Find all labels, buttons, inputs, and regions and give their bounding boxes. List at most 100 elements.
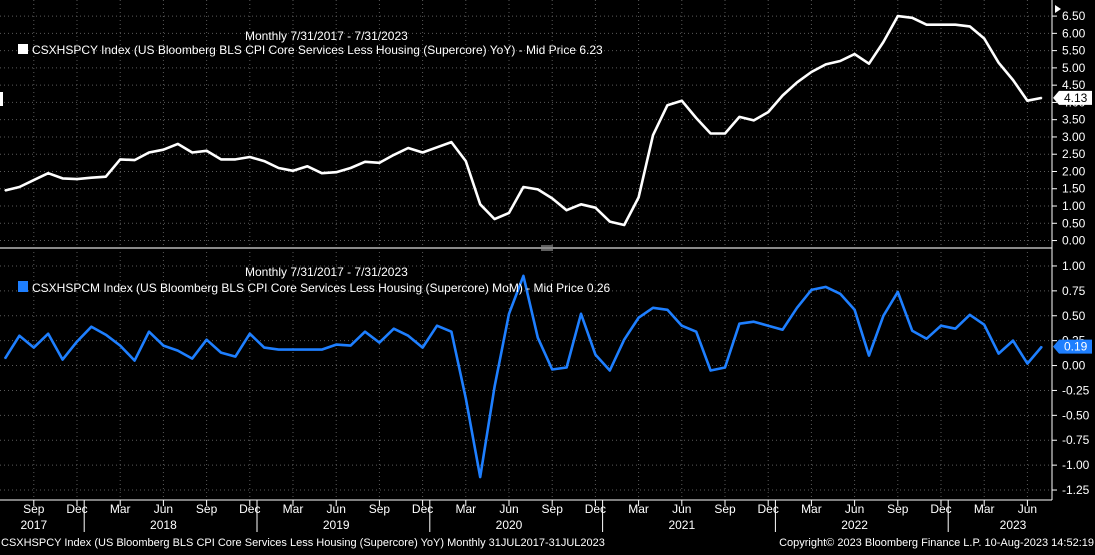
data-point xyxy=(350,345,352,347)
x-tick-label: Mar xyxy=(628,502,649,516)
data-point xyxy=(335,344,337,346)
last-value-label-2: 0.19 xyxy=(1064,340,1088,354)
x-year-label: 2020 xyxy=(496,518,523,532)
data-point xyxy=(148,151,150,154)
divider-handle[interactable] xyxy=(541,245,553,251)
data-point xyxy=(494,218,496,220)
x-tick-label: Mar xyxy=(455,502,476,516)
data-point xyxy=(378,162,380,164)
data-point xyxy=(738,323,741,325)
data-point xyxy=(638,196,640,198)
data-point xyxy=(522,275,525,277)
y-tick-label: -0.25 xyxy=(1062,383,1090,397)
x-tick-label: Dec xyxy=(239,502,260,516)
data-point xyxy=(393,154,395,156)
data-point xyxy=(62,177,64,179)
data-point xyxy=(551,197,553,200)
data-point xyxy=(566,209,568,211)
data-point xyxy=(148,331,150,333)
data-point xyxy=(926,24,928,26)
data-point xyxy=(882,315,885,317)
data-point xyxy=(18,186,20,188)
data-point xyxy=(983,37,985,40)
data-point xyxy=(969,314,971,316)
data-point xyxy=(1026,362,1028,365)
data-point xyxy=(681,325,683,327)
data-point xyxy=(566,366,568,369)
x-year-label: 2023 xyxy=(1000,518,1027,532)
data-point xyxy=(177,350,179,352)
x-tick-label: Jun xyxy=(154,502,173,516)
data-point xyxy=(897,15,899,17)
x-year-label: 2018 xyxy=(150,518,177,532)
data-point xyxy=(1012,340,1014,342)
data-point xyxy=(249,156,251,158)
data-point xyxy=(998,352,1000,355)
legend-swatch-csxhspcm xyxy=(18,281,28,292)
data-point xyxy=(666,104,669,106)
data-point xyxy=(623,224,625,226)
data-point xyxy=(868,354,870,357)
data-point xyxy=(407,147,409,149)
data-point xyxy=(810,289,813,291)
data-point xyxy=(206,150,208,152)
data-point xyxy=(364,161,366,163)
data-point xyxy=(796,307,798,309)
data-point xyxy=(119,158,121,160)
data-point xyxy=(1041,97,1043,99)
data-point xyxy=(378,342,380,344)
data-point xyxy=(839,293,841,295)
y-tick-label: 0.00 xyxy=(1062,234,1086,248)
y-tick-label: -1.25 xyxy=(1062,483,1090,497)
y-tick-label: 2.00 xyxy=(1062,164,1086,178)
legend-label-csxhspcy: CSXHSPCY Index (US Bloomberg BLS CPI Cor… xyxy=(32,43,603,57)
x-tick-label: Dec xyxy=(585,502,606,516)
panel-1-header: Monthly 7/31/2017 - 7/31/2023 xyxy=(245,29,408,43)
data-point xyxy=(753,321,755,323)
data-point xyxy=(782,94,784,97)
data-point xyxy=(76,178,78,180)
data-point xyxy=(983,324,985,326)
data-point xyxy=(292,349,294,351)
x-tick-label: Jun xyxy=(845,502,864,516)
data-point xyxy=(119,345,121,347)
data-point xyxy=(954,328,957,330)
data-point xyxy=(105,176,107,178)
legend-label-csxhspcm: CSXHSPCM Index (US Bloomberg BLS CPI Cor… xyxy=(32,281,611,295)
data-point xyxy=(710,369,712,372)
data-point xyxy=(969,25,971,28)
data-point xyxy=(4,189,6,192)
x-tick-label: Dec xyxy=(66,502,87,516)
x-tick-label: Jun xyxy=(499,502,518,516)
data-point xyxy=(191,357,193,360)
data-point xyxy=(623,339,625,341)
x-year-label: 2022 xyxy=(841,518,868,532)
footer-left: CSXHSPCY Index (US Bloomberg BLS CPI Cor… xyxy=(1,537,605,549)
data-point xyxy=(306,165,308,167)
data-point xyxy=(940,24,942,26)
data-point xyxy=(1012,79,1014,81)
data-point xyxy=(522,186,525,188)
data-point xyxy=(666,309,669,311)
x-tick-label: Sep xyxy=(23,502,45,516)
data-point xyxy=(134,359,136,362)
x-tick-label: Jun xyxy=(672,502,691,516)
x-tick-label: Sep xyxy=(542,502,564,516)
y-tick-label: 3.00 xyxy=(1062,130,1086,144)
data-point xyxy=(998,62,1000,64)
panel-1-points xyxy=(4,15,1043,226)
y-tick-label: 0.50 xyxy=(1062,216,1086,230)
data-point xyxy=(537,188,539,191)
data-point xyxy=(105,334,107,336)
y-tick-label: -1.00 xyxy=(1062,458,1090,472)
x-axis-ticks: Sep Dec Mar Jun Sep Dec Mar Jun Sep Dec Mar Jun Sep D… xyxy=(20,500,1037,532)
data-point xyxy=(422,347,424,349)
data-point xyxy=(465,160,467,162)
data-point xyxy=(753,119,755,121)
data-point xyxy=(868,63,870,65)
y-tick-label: 2.50 xyxy=(1062,147,1086,161)
data-point xyxy=(911,330,913,332)
x-tick-label: Sep xyxy=(887,502,909,516)
